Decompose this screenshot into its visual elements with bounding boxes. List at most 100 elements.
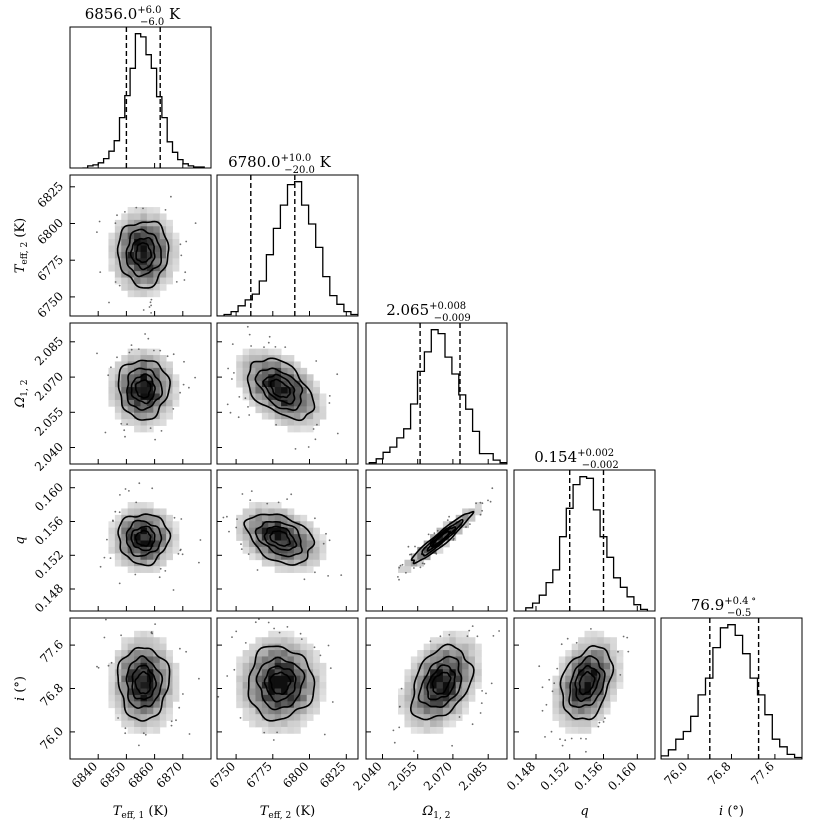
density-bin [121,669,129,677]
density-bin [274,412,282,420]
contour-line [116,220,170,289]
density-bin [249,662,256,670]
density-bin [281,637,288,645]
sample-point [235,630,238,633]
density-bin [261,662,269,670]
density-bin [255,662,263,670]
density-bin [616,682,624,689]
density-bin [584,675,592,683]
density-bin [121,675,129,683]
density-bin [127,290,135,298]
density-bin [300,406,308,414]
density-bin [610,675,617,683]
sample-point [240,543,242,545]
density-bin [134,207,141,214]
density-bin [565,650,573,657]
density-bin [597,682,605,689]
density-bin [261,656,269,664]
density-bin [261,694,269,702]
panel-frame [69,26,212,169]
density-bin [578,637,585,645]
sample-point [340,574,343,576]
density-bin [578,688,585,696]
sample-point [151,487,154,490]
density-bin [127,559,135,567]
density-bin [121,650,129,657]
density-bin [281,650,288,657]
density-bin [153,534,161,541]
density-bin [578,694,585,702]
density-bin [474,662,482,670]
contour-line [130,525,156,552]
density-bin [140,264,148,272]
density-bin [114,271,122,278]
density-bin [166,271,173,278]
density-bin [287,419,295,426]
density-bin [146,412,154,420]
density-bin [590,656,598,664]
density-bin [166,514,173,522]
density-bin [590,669,598,677]
density-bin [134,534,141,541]
density-bin [274,361,282,369]
density-bin [287,669,295,677]
density-bin [249,367,256,375]
density-bin [146,419,154,426]
density-bin [293,656,301,664]
sample-point [179,647,181,650]
sample-point [135,206,138,209]
contours-omega12-q [410,510,475,565]
sample-point [114,510,117,513]
density-bin [108,527,116,535]
density-bin [313,527,320,535]
sample-point [233,372,235,374]
density-bin [242,656,250,664]
density-bin [436,650,444,657]
density-bin [610,656,617,664]
density-bin [146,239,154,246]
scatter-teff2-incl [217,618,334,741]
sample-point [154,438,157,441]
density-bin [319,675,327,683]
density-bin [127,637,135,645]
density-bin [127,271,135,278]
density-bin [268,406,276,414]
density-bin [306,380,314,388]
sample-point [316,423,318,426]
density-bin [114,656,122,664]
density-bin [159,406,167,414]
density-bin [127,540,135,548]
density-bin [159,245,167,253]
density-bin [140,726,148,734]
density-bin [306,694,314,702]
density-bin [423,650,431,657]
density-bin [249,380,256,388]
sample-point [124,211,126,213]
density-bin [590,650,598,657]
density-bin [121,714,129,721]
title-teff1: 6856.0+6.0 −6.0 K [85,5,181,28]
contour-line [263,665,297,703]
density-bin [462,662,469,670]
density-bin [468,650,476,657]
density-bin [274,387,282,394]
sample-point [538,665,541,668]
density-bin [140,643,148,651]
density-bin [140,219,148,227]
density-bin [153,387,161,394]
density-bin [436,643,444,651]
density-bin [127,521,135,529]
density-bin [146,726,154,734]
density-bin [300,694,308,702]
density-bin [159,412,167,420]
density-bin [442,630,450,638]
density-bin [306,412,314,420]
sample-point [172,408,175,410]
density-bin [255,406,263,414]
y-tick-label: 0.156 [32,514,66,548]
density-bin [134,271,141,278]
density-bin [134,514,141,522]
density-bin [261,374,269,382]
sample-point [237,416,240,419]
density-bin [597,656,605,664]
